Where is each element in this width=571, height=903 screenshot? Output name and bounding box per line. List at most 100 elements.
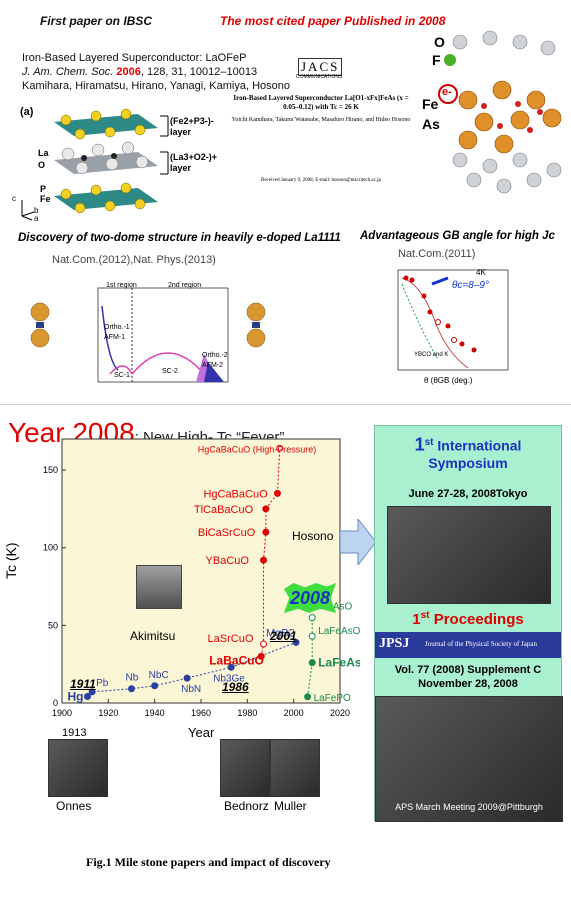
x-tick-label: 2020 — [330, 708, 350, 718]
data-point — [262, 505, 270, 513]
layer-fe-label: (Fe2+P3-)- layer — [170, 116, 214, 137]
data-point — [308, 659, 316, 667]
twodome-drawing — [30, 287, 266, 383]
data-point — [260, 640, 268, 648]
cited-title: The most cited paper Published in 2008 — [220, 14, 446, 28]
symposium-photo — [387, 506, 551, 604]
akimitsu-label: Akimitsu — [130, 629, 176, 643]
jacs-received: Received January 9, 2008; E-mail: hosono… — [261, 178, 381, 183]
twodome-ortho1: Ortho.-1 — [104, 324, 130, 331]
laofep-structure: (a) — [12, 104, 218, 223]
data-point — [276, 444, 284, 452]
muller-label: Muller — [274, 799, 307, 813]
bednorz-label: Bednorz — [224, 799, 269, 813]
figure-caption: Fig.1 Mile stone papers and impact of di… — [86, 855, 331, 869]
gb-journal: Nat.Com.(2011) — [398, 248, 476, 260]
data-point — [83, 692, 91, 700]
hosono-label: Hosono — [292, 529, 334, 543]
data-point — [183, 674, 191, 682]
top-panel: First paper on IBSC Iron-Based Layered S… — [0, 0, 571, 405]
muller-photo — [270, 739, 320, 797]
ibsc-rest: , 128, 31, 10012–10013 — [140, 66, 258, 78]
axis-c-label: c — [12, 194, 16, 203]
proceedings-title: Proceedings — [433, 611, 524, 628]
data-point-label: HgCaBaCuO — [203, 488, 268, 500]
bednorz-photo — [220, 739, 270, 797]
data-point-label: Hg — [67, 689, 83, 703]
data-point-label: BiCaSrCuO — [198, 527, 256, 539]
tc-history-chart: Hg Pb Nb NbC NbN Nb3Ge MgB2 LaBaCuO LaSrCuO YBaCu… — [3, 438, 360, 740]
chart-plot-bg — [61, 438, 341, 704]
ibsc-citation-line2: J. Am. Chem. Soc. 2006, 128, 31, 10012–1… — [22, 66, 257, 78]
ibsc-title: First paper on IBSC — [40, 14, 153, 28]
symposium-num: 1 — [414, 434, 425, 455]
data-point — [260, 556, 268, 564]
x-tick-label: 1940 — [145, 708, 165, 718]
struct-as-label: As — [422, 116, 440, 132]
gb-xlabel: θ (θGB (deg.) — [424, 376, 473, 385]
twodome-sc1: SC-1 — [114, 372, 130, 379]
jpsj-date: November 28, 2008 — [418, 678, 518, 690]
y-tick-label: 0 — [53, 698, 58, 708]
twodome-region1: 1st region — [106, 282, 137, 289]
lafeaso-structure-drawing — [438, 30, 562, 194]
twodome-sc2: SC-2 — [162, 368, 178, 375]
twodome-region2: 2nd region — [168, 282, 202, 289]
twodome-title: Discovery of two-dome structure in heavi… — [18, 232, 341, 244]
data-point — [151, 682, 159, 690]
struct-e-label: e- — [442, 86, 452, 98]
jpsj-vol: Vol. 77 (2008) Supplement C — [394, 664, 542, 676]
y-tick-label: 150 — [43, 465, 58, 475]
ibsc-citation-line1: Iron-Based Layered Superconductor: LaOFe… — [22, 52, 247, 64]
panel-a-label: (a) — [20, 106, 34, 118]
onnes-year: 1913 — [62, 727, 87, 739]
jacs-paper-title: Iron-Based Layered Superconductor La[O1-… — [233, 94, 409, 111]
symposium-sup: st — [424, 437, 434, 448]
series-line — [307, 617, 313, 697]
data-point — [128, 685, 135, 693]
ibsc-year: 2006 — [116, 66, 141, 78]
aps-photo — [375, 696, 563, 822]
chart-ylabel: Tc (K) — [3, 542, 19, 579]
annotation-2001: 2001 — [270, 629, 297, 643]
data-point — [227, 663, 235, 671]
axis-b-label: b — [34, 206, 39, 215]
aps-caption: APS March Meeting 2009@Pittburgh — [395, 802, 543, 812]
gb-figure: 4K θc=8–9° YBCO and K θ (θGB (deg.) — [378, 264, 512, 402]
proceedings-heading: 1st Proceedings — [375, 610, 561, 628]
data-point — [273, 489, 281, 497]
gb-4k: 4K — [476, 268, 486, 277]
data-point-label: NbN — [181, 684, 201, 695]
data-point-label: NbC — [149, 670, 169, 681]
annotation-1986: 1986 — [222, 680, 249, 694]
layer-la-label: (La3+O2-)+ layer — [170, 152, 218, 173]
atom-la-label: La — [38, 148, 49, 158]
badge-2008: 2008 — [284, 583, 336, 613]
symposium-date: June 27-28, 2008Tokyo — [408, 488, 528, 500]
struct-o-label: O — [434, 34, 445, 50]
data-point-label: HgCaBaCuO (High-Pressure) — [198, 444, 317, 454]
struct-f-label: F — [432, 52, 441, 68]
atom-p-label: P — [40, 184, 47, 194]
twodome-afm2: AFM-2 — [202, 362, 223, 369]
events-panel: 1st International Symposium June 27-28, … — [374, 425, 563, 822]
gb-ybco: YBCO and K — [414, 352, 449, 358]
data-point-label: Pb — [96, 678, 109, 689]
data-point-label: MgB2 — [266, 627, 295, 639]
data-point — [308, 614, 316, 622]
twodome-journal: Nat.Com.(2012),Nat. Phys.(2013) — [52, 254, 216, 266]
data-point — [262, 528, 270, 536]
annotation-1911: 1911 — [70, 677, 96, 691]
x-tick-label: 1980 — [237, 708, 257, 718]
akimitsu-photo — [136, 565, 182, 609]
symposium-heading: 1st International Symposium — [375, 434, 561, 472]
jacs-authors: Yoichi Kamihara, Takumi Watanabe, Masahi… — [231, 117, 411, 123]
jpsj-logo: JPSJ — [379, 636, 410, 651]
chart-xlabel: Year — [188, 725, 215, 740]
ibsc-authors: Kamihara, Hiramatsu, Hirano, Yanagi, Kam… — [22, 80, 290, 92]
onnes-photo — [48, 739, 108, 797]
atom-fe-label: Fe — [40, 194, 51, 204]
axis-a-label: a — [34, 214, 39, 223]
bottom-panel: Year 2008: New High- Tc “Fever” Hg Pb Nb Nb… — [0, 405, 571, 903]
twodome-figure: 1st region 2nd region Ortho.-1 AFM-1 SC-… — [28, 282, 284, 392]
